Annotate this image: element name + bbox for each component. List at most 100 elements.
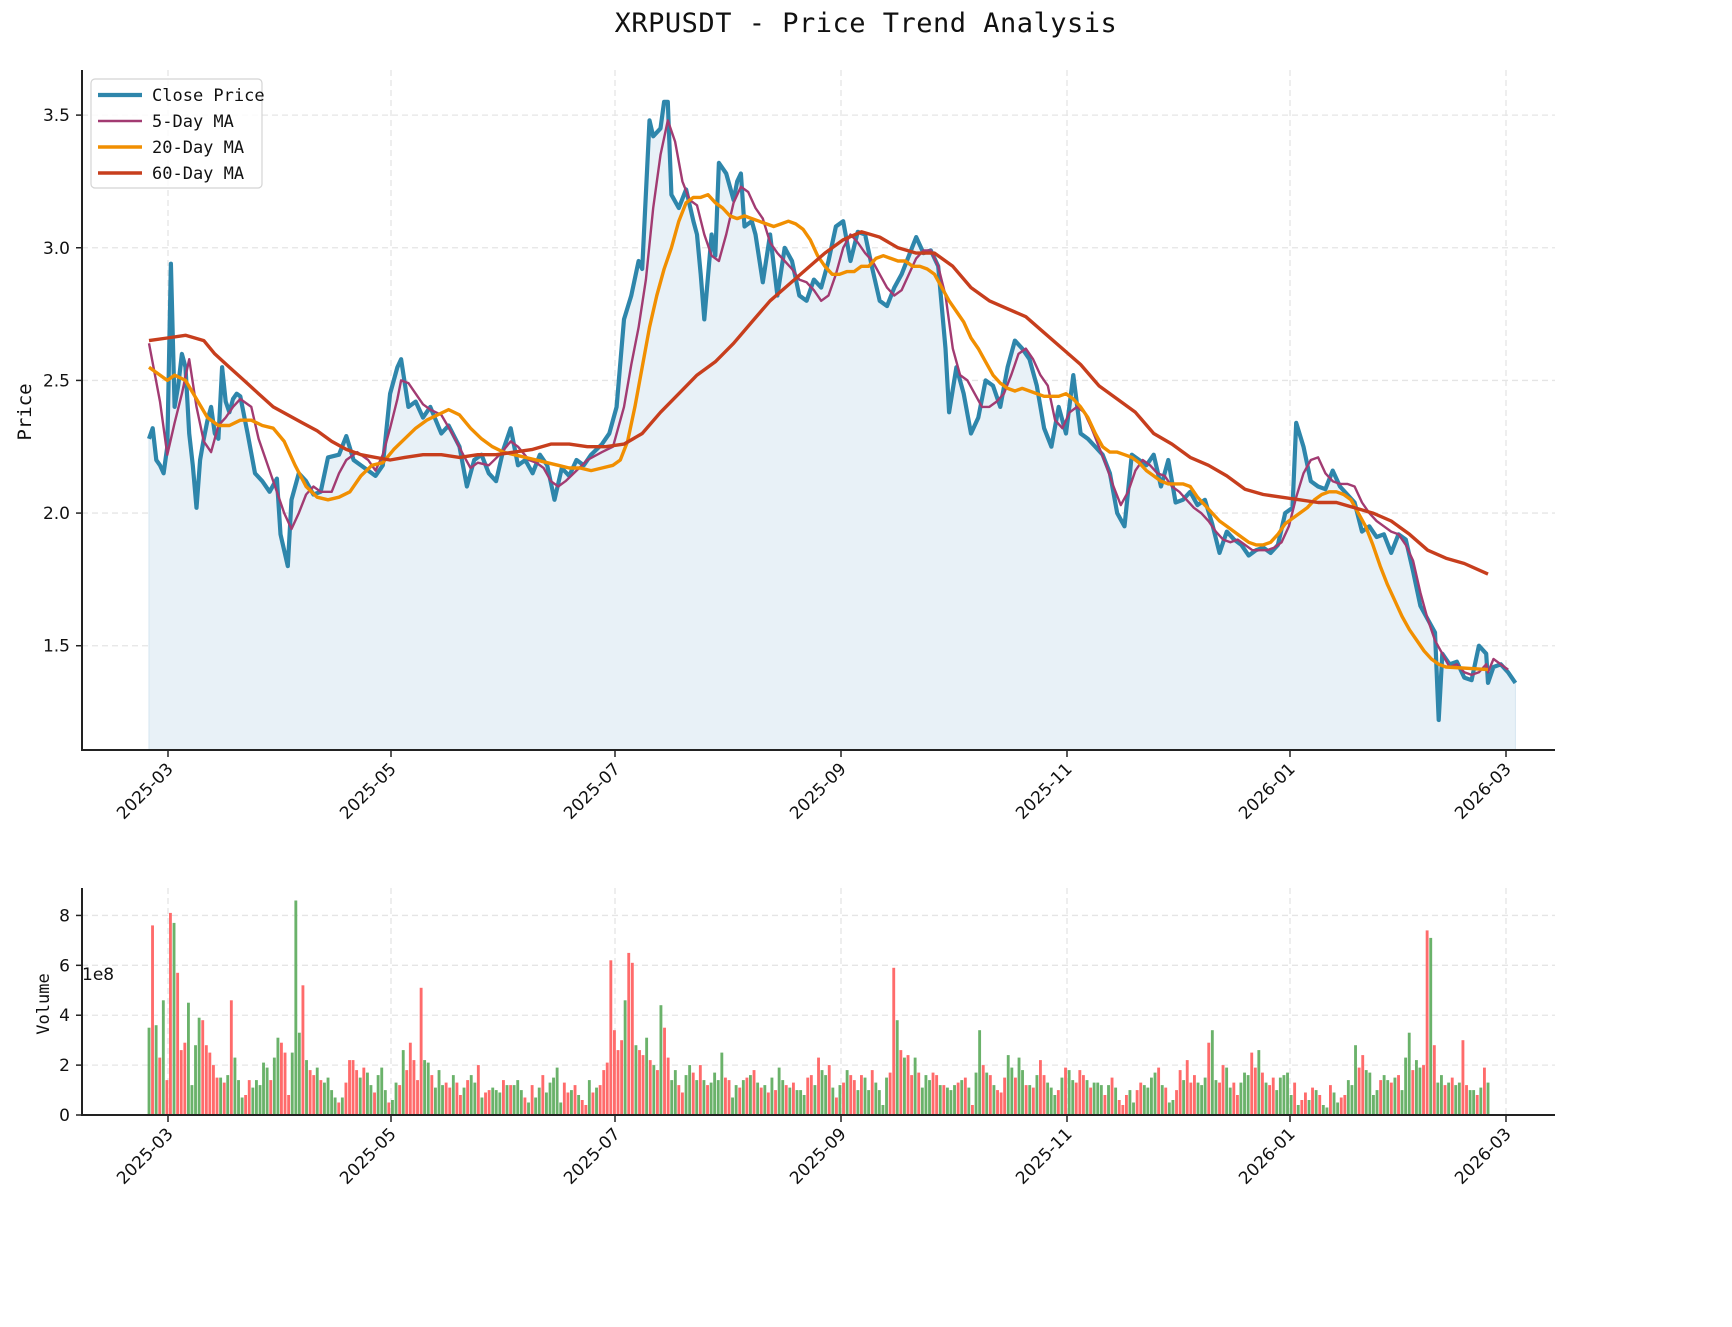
volume-bar	[290, 1052, 294, 1115]
volume-bar	[870, 1070, 874, 1115]
volume-bar	[1225, 1067, 1229, 1115]
volume-bar	[312, 1075, 316, 1115]
volume-bar	[1146, 1087, 1150, 1115]
volume-bar	[1024, 1085, 1028, 1115]
volume-bar	[530, 1085, 534, 1115]
volume-bar	[1293, 1082, 1297, 1115]
volume-bar	[1153, 1072, 1157, 1115]
volume-bar	[949, 1090, 953, 1115]
volume-bar	[777, 1067, 781, 1115]
volume-bar	[1182, 1080, 1186, 1115]
volume-bar	[1221, 1065, 1225, 1115]
volume-bar	[1243, 1072, 1246, 1115]
volume-bar	[820, 1070, 824, 1115]
volume-bar	[684, 1075, 688, 1115]
volume-bar	[147, 1027, 151, 1115]
volume-bar	[545, 1092, 548, 1115]
volume-bar	[548, 1082, 552, 1115]
volume-bar	[201, 1020, 205, 1115]
volume-bar	[444, 1082, 448, 1115]
price-axis-spines	[81, 70, 1555, 751]
volume-bar	[1053, 1095, 1057, 1115]
volume-bar	[974, 1072, 978, 1115]
volume-bar	[749, 1075, 752, 1115]
volume-bar	[985, 1072, 989, 1115]
volume-bar	[992, 1085, 996, 1115]
volume-bar	[215, 1077, 219, 1115]
volume-bar	[1160, 1085, 1164, 1115]
volume-bar	[405, 1070, 409, 1115]
volume-bar	[978, 1030, 982, 1115]
price-lines	[147, 99, 1518, 723]
volume-bar	[244, 1095, 248, 1115]
volume-bar	[1429, 937, 1433, 1115]
volume-bar	[860, 1075, 863, 1115]
volume-bar	[580, 1100, 584, 1115]
volume-bar	[953, 1085, 956, 1115]
volume-bar	[1056, 1090, 1060, 1115]
legend-label-close: Close Price	[152, 86, 265, 106]
volume-bar	[255, 1080, 258, 1115]
volume-bar	[1418, 1067, 1422, 1115]
volume-bar	[1425, 930, 1429, 1115]
volume-bar	[573, 1085, 577, 1115]
price-chart: 1.52.02.53.03.5 2025-03 2025-05 2025-07 202…	[14, 70, 1555, 824]
volume-bar	[605, 1062, 609, 1115]
volume-bar	[1271, 1077, 1275, 1115]
volume-bar	[516, 1080, 520, 1115]
volume-bar	[509, 1085, 513, 1115]
volume-bar	[981, 1065, 985, 1115]
x-tick-label: 2025-07	[560, 759, 624, 823]
volume-bar	[838, 1085, 842, 1115]
volume-bar	[1318, 1095, 1322, 1115]
volume-bar	[1175, 1090, 1178, 1115]
volume-bar	[817, 1057, 820, 1115]
y-tick-label: 2.5	[43, 371, 70, 391]
volume-bar	[852, 1080, 856, 1115]
legend-box	[90, 78, 263, 189]
volume-bar	[1343, 1095, 1347, 1115]
volume-bar	[1082, 1075, 1085, 1115]
volume-bar	[1125, 1095, 1128, 1115]
volume-y-axis-label: Volume	[34, 973, 54, 1034]
volume-bar	[641, 1055, 645, 1115]
volume-bar	[1193, 1075, 1196, 1115]
volume-bar	[326, 1077, 330, 1115]
volume-bar	[1128, 1090, 1132, 1115]
volume-bar	[348, 1060, 351, 1115]
volume-bar	[1375, 1090, 1379, 1115]
volume-bar	[280, 1042, 283, 1115]
volume-bar	[165, 1080, 169, 1115]
volume-bar	[877, 1090, 881, 1115]
volume-bar	[1311, 1087, 1314, 1115]
volume-bar	[1157, 1067, 1161, 1115]
volume-bar	[1261, 1072, 1264, 1115]
x-tick-label: 2026-01	[1235, 759, 1299, 823]
volume-bar	[459, 1095, 462, 1115]
volume-bar	[1089, 1087, 1093, 1115]
volume-bar	[956, 1082, 960, 1115]
x-tick-label: 2026-03	[1451, 1124, 1515, 1188]
volume-bar	[1404, 1057, 1408, 1115]
volume-bar	[1325, 1107, 1329, 1115]
volume-bar	[1393, 1077, 1397, 1115]
y-tick-label: 1.5	[43, 637, 70, 657]
volume-bar	[319, 1080, 323, 1115]
volume-bar	[1010, 1067, 1014, 1115]
volume-bar	[344, 1082, 348, 1115]
volume-bar	[512, 1085, 516, 1115]
volume-bar	[401, 1050, 405, 1115]
volume-bar	[179, 1050, 183, 1115]
volume-bar	[738, 1087, 742, 1115]
volume-bar	[1028, 1085, 1032, 1115]
volume-grid	[82, 888, 1555, 1115]
volume-bar	[899, 1050, 903, 1115]
volume-bar	[849, 1075, 853, 1115]
volume-bar	[394, 1082, 398, 1115]
volume-bar	[1139, 1082, 1143, 1115]
volume-bar	[183, 1042, 187, 1115]
volume-bar	[1372, 1095, 1375, 1115]
volume-bar	[906, 1055, 910, 1115]
volume-bar	[1132, 1102, 1135, 1115]
volume-bar	[756, 1082, 760, 1115]
